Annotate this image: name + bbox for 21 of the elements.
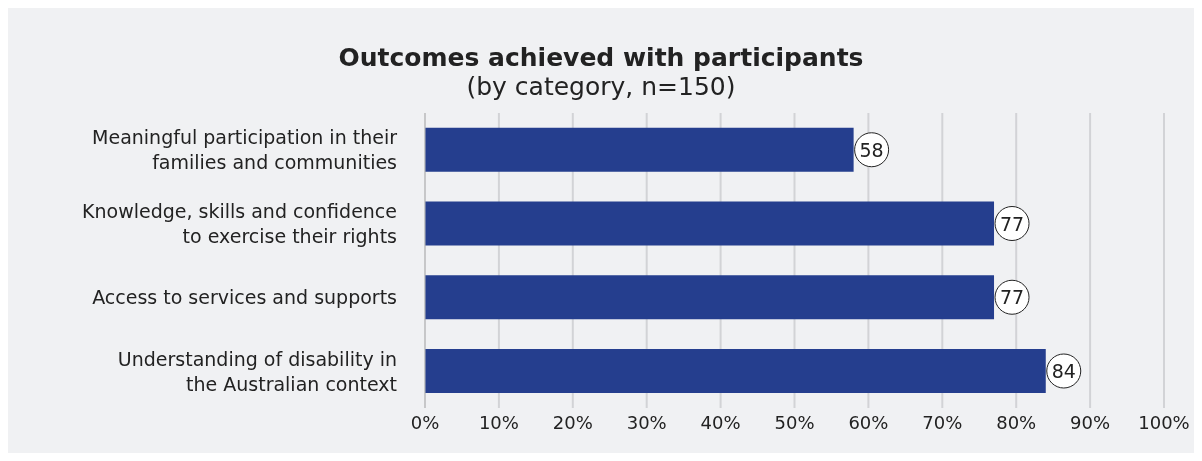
y-tick-label: Understanding of disability in the Australian context xyxy=(117,347,397,395)
y-tick-label: Meaningful participation in their families and communities xyxy=(92,126,398,174)
data-label: 77 xyxy=(999,286,1025,309)
chart-subtitle: (by category, n=150) xyxy=(465,72,737,101)
x-tick-label: 50% xyxy=(774,411,815,433)
x-tick-label: 0% xyxy=(410,411,440,433)
x-tick-label: 10% xyxy=(478,411,519,433)
x-tick-label: 70% xyxy=(922,411,963,433)
x-tick-label: 60% xyxy=(848,411,889,433)
x-tick-label: 100% xyxy=(1138,411,1190,433)
data-label: 77 xyxy=(999,212,1025,235)
x-tick-label: 40% xyxy=(700,411,741,433)
chart-title: Outcomes achieved with participants xyxy=(337,43,865,72)
x-tick-label: 30% xyxy=(626,411,667,433)
x-tick-label: 90% xyxy=(1070,411,1111,433)
y-tick-label: Knowledge, skills and confidence to exercise their rights xyxy=(82,200,397,248)
y-tick-label: Access to services and supports xyxy=(92,286,397,309)
data-label: 84 xyxy=(1051,360,1076,382)
data-label: 58 xyxy=(859,138,884,161)
x-tick-label: 20% xyxy=(552,411,593,433)
x-tick-label: 80% xyxy=(996,411,1037,433)
